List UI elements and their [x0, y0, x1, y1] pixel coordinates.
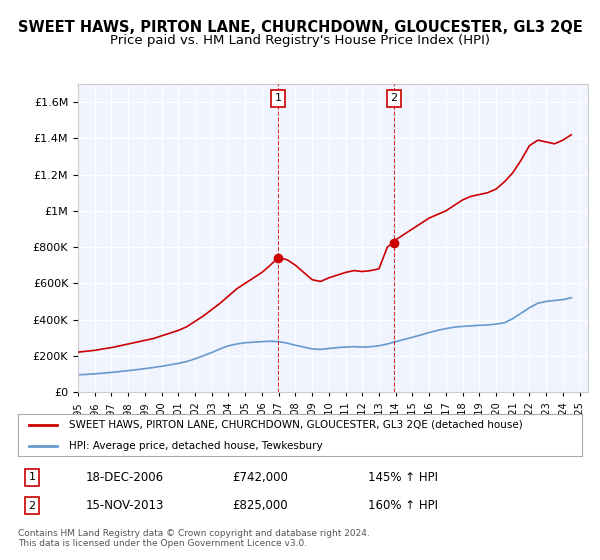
- Text: £825,000: £825,000: [232, 499, 288, 512]
- Text: Contains HM Land Registry data © Crown copyright and database right 2024.: Contains HM Land Registry data © Crown c…: [18, 529, 370, 538]
- Text: 2: 2: [29, 501, 35, 511]
- Text: 2: 2: [390, 94, 397, 103]
- Text: 160% ↑ HPI: 160% ↑ HPI: [368, 499, 437, 512]
- Text: This data is licensed under the Open Government Licence v3.0.: This data is licensed under the Open Gov…: [18, 539, 307, 548]
- Text: 18-DEC-2006: 18-DEC-2006: [86, 471, 164, 484]
- Text: SWEET HAWS, PIRTON LANE, CHURCHDOWN, GLOUCESTER, GL3 2QE (detached house): SWEET HAWS, PIRTON LANE, CHURCHDOWN, GLO…: [69, 420, 523, 430]
- Text: 1: 1: [29, 472, 35, 482]
- Text: SWEET HAWS, PIRTON LANE, CHURCHDOWN, GLOUCESTER, GL3 2QE: SWEET HAWS, PIRTON LANE, CHURCHDOWN, GLO…: [17, 20, 583, 35]
- Text: Price paid vs. HM Land Registry's House Price Index (HPI): Price paid vs. HM Land Registry's House …: [110, 34, 490, 46]
- Text: 145% ↑ HPI: 145% ↑ HPI: [368, 471, 437, 484]
- Text: £742,000: £742,000: [232, 471, 288, 484]
- Text: 15-NOV-2013: 15-NOV-2013: [86, 499, 164, 512]
- Text: 1: 1: [275, 94, 281, 103]
- Text: HPI: Average price, detached house, Tewkesbury: HPI: Average price, detached house, Tewk…: [69, 441, 322, 451]
